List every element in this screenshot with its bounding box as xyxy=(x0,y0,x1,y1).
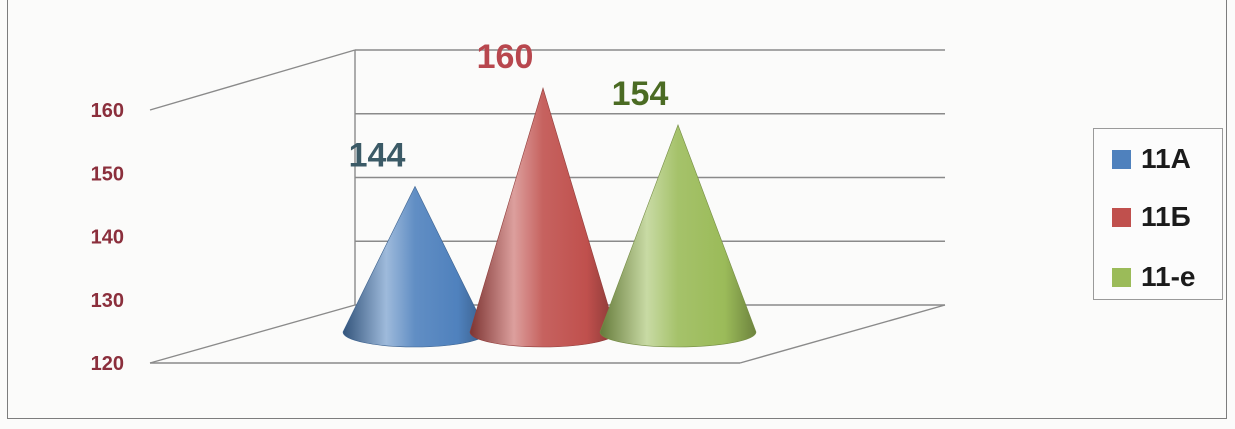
legend-swatch-11a xyxy=(1112,149,1131,169)
side-wall-top-edge xyxy=(149,49,356,111)
legend-item-11a: 11А xyxy=(1112,141,1191,177)
side-wall-bottom-edge xyxy=(149,304,356,364)
chart-frame xyxy=(7,0,1227,419)
cone-0 xyxy=(342,185,488,348)
y-tick-label: 160 xyxy=(91,100,124,122)
cone-2 xyxy=(599,124,757,348)
y-tick-label: 140 xyxy=(91,227,124,249)
legend-item-11e: 11-е xyxy=(1112,259,1196,295)
legend-label-11b: 11Б xyxy=(1141,201,1191,232)
legend-label-11a: 11А xyxy=(1141,143,1191,174)
legend-label-11e: 11-е xyxy=(1141,261,1196,292)
legend-swatch-11e xyxy=(1112,267,1131,287)
legend-swatch-11b xyxy=(1112,207,1131,227)
data-label: 144 xyxy=(349,136,406,174)
y-tick-label: 130 xyxy=(91,290,124,312)
y-tick-label: 150 xyxy=(91,163,124,185)
data-label: 160 xyxy=(477,38,534,76)
legend-item-11b: 11Б xyxy=(1112,199,1191,235)
cone-1 xyxy=(469,86,617,348)
floor-right-edge xyxy=(739,304,946,364)
y-tick-label: 120 xyxy=(91,353,124,375)
legend: 11А 11Б 11-е xyxy=(1093,128,1223,300)
data-label: 154 xyxy=(612,75,669,113)
